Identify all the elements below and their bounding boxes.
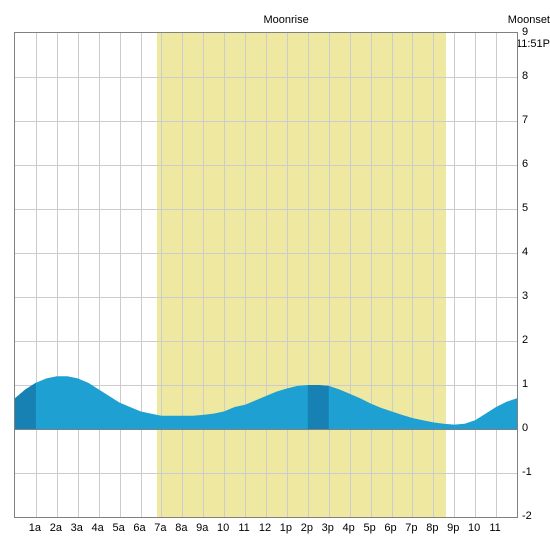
x-tick-label: 11 <box>489 522 500 534</box>
x-tick-label: 11 <box>238 522 249 534</box>
x-tick-label: 8a <box>175 522 187 534</box>
x-tick-label: 10 <box>217 522 229 534</box>
x-tick-label: 2p <box>301 522 313 534</box>
moonrise-label: Moonrise <box>263 14 308 26</box>
x-tick-label: 3p <box>322 522 334 534</box>
tide-area <box>15 33 517 517</box>
x-tick-label: 9a <box>196 522 208 534</box>
x-tick-label: 4a <box>92 522 104 534</box>
x-tick-label: 1a <box>29 522 41 534</box>
y-tick-label: 1 <box>522 378 528 390</box>
x-tick-label: 5p <box>363 522 375 534</box>
x-tick-label: 6p <box>384 522 396 534</box>
y-tick-label: 7 <box>522 114 528 126</box>
x-tick-label: 2a <box>50 522 62 534</box>
y-tick-label: 9 <box>522 26 528 38</box>
y-tick-label: 2 <box>522 334 528 346</box>
y-tick-label: 0 <box>522 422 528 434</box>
y-tick-label: 8 <box>522 70 528 82</box>
y-tick-label: 4 <box>522 246 528 258</box>
moonset-label: Moonset <box>508 14 550 26</box>
y-tick-label: 5 <box>522 202 528 214</box>
x-tick-label: 4p <box>343 522 355 534</box>
x-tick-label: 1p <box>280 522 292 534</box>
x-tick-label: 12 <box>259 522 271 534</box>
plot-area <box>14 32 518 518</box>
x-tick-label: 5a <box>112 522 124 534</box>
moonset-time: 11:51P <box>516 38 550 50</box>
y-tick-label: 3 <box>522 290 528 302</box>
x-tick-label: 9p <box>447 522 459 534</box>
x-tick-label: 6a <box>133 522 145 534</box>
x-tick-label: 8p <box>426 522 438 534</box>
y-tick-label: -1 <box>522 466 532 478</box>
y-tick-label: -2 <box>522 510 532 522</box>
zero-line <box>15 429 517 430</box>
x-tick-label: 3a <box>71 522 83 534</box>
x-tick-label: 7a <box>154 522 166 534</box>
tide-chart: Moonrise 10:16A Moonset 11:51P 1a2a3a4a5… <box>0 0 550 550</box>
x-tick-label: 7p <box>405 522 417 534</box>
y-tick-label: 6 <box>522 158 528 170</box>
x-tick-label: 10 <box>468 522 480 534</box>
